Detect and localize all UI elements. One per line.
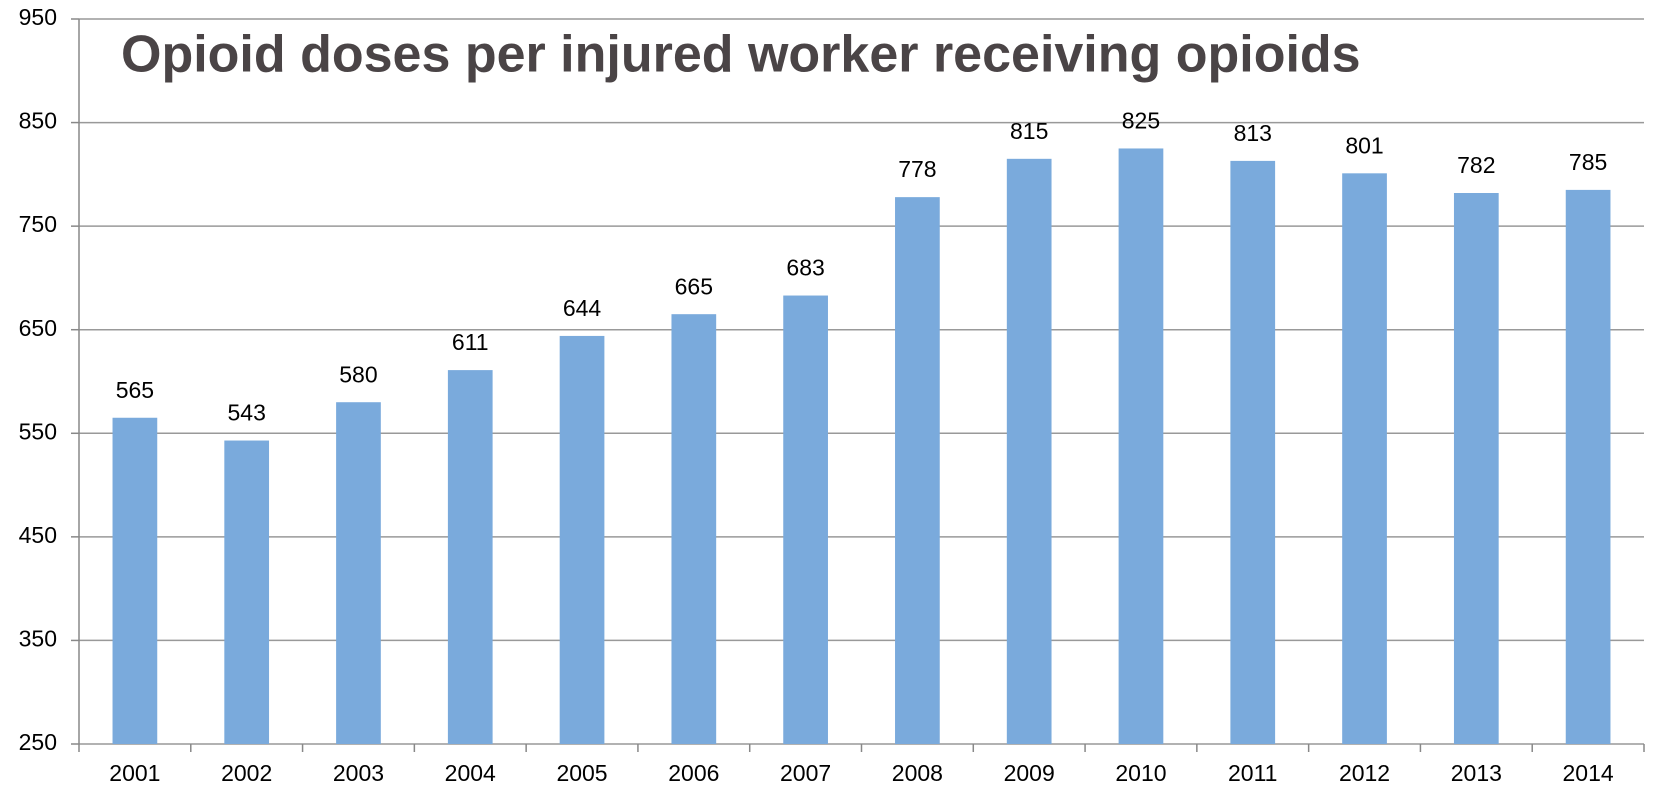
x-tick-label: 2014 <box>1563 760 1614 786</box>
bar <box>559 335 605 744</box>
bar <box>1006 158 1052 745</box>
bar <box>1342 173 1387 745</box>
data-label: 785 <box>1569 149 1607 175</box>
data-label: 644 <box>563 295 602 321</box>
x-tick-label: 2013 <box>1451 760 1502 786</box>
x-tick-label: 2010 <box>1115 760 1166 786</box>
bar <box>336 402 381 744</box>
data-label: 611 <box>452 329 489 355</box>
y-tick-label: 850 <box>19 108 57 134</box>
bar <box>112 417 158 744</box>
y-tick-label: 350 <box>19 626 57 652</box>
data-label: 683 <box>786 255 824 281</box>
x-tick-label: 2006 <box>668 760 719 786</box>
y-tick-label: 750 <box>19 211 57 237</box>
data-label: 565 <box>116 377 154 403</box>
y-tick-label: 250 <box>19 729 57 755</box>
x-tick-label: 2005 <box>556 760 607 786</box>
x-tick-label: 2003 <box>333 760 384 786</box>
bar <box>447 370 493 744</box>
x-tick-label: 2001 <box>109 760 160 786</box>
bar <box>1118 148 1164 744</box>
data-label: 825 <box>1122 108 1160 134</box>
data-label: 782 <box>1457 152 1495 178</box>
chart-title: Opioid doses per injured worker receivin… <box>121 26 1361 84</box>
bar <box>1453 193 1499 744</box>
data-label: 815 <box>1010 118 1048 144</box>
bar <box>1565 189 1611 745</box>
data-label: 665 <box>675 273 713 299</box>
bar <box>224 440 270 744</box>
data-label: 543 <box>227 400 265 426</box>
bar <box>783 295 828 744</box>
data-label: 801 <box>1345 132 1383 158</box>
x-tick-label: 2004 <box>445 760 496 786</box>
y-tick-label: 450 <box>19 522 57 548</box>
x-tick-label: 2012 <box>1339 760 1390 786</box>
x-tick-label: 2007 <box>780 760 831 786</box>
bar <box>895 197 940 745</box>
x-tick-label: 2002 <box>221 760 272 786</box>
x-tick-label: 2009 <box>1004 760 1055 786</box>
data-label: 580 <box>339 361 377 387</box>
bar <box>671 314 717 744</box>
x-tick-label: 2011 <box>1228 760 1277 786</box>
bar <box>1230 160 1276 745</box>
y-tick-label: 650 <box>19 315 57 341</box>
y-tick-label: 550 <box>19 418 57 444</box>
data-label: 813 <box>1234 120 1272 146</box>
data-label: 778 <box>898 156 936 182</box>
y-tick-label: 950 <box>19 4 57 30</box>
x-tick-label: 2008 <box>892 760 943 786</box>
